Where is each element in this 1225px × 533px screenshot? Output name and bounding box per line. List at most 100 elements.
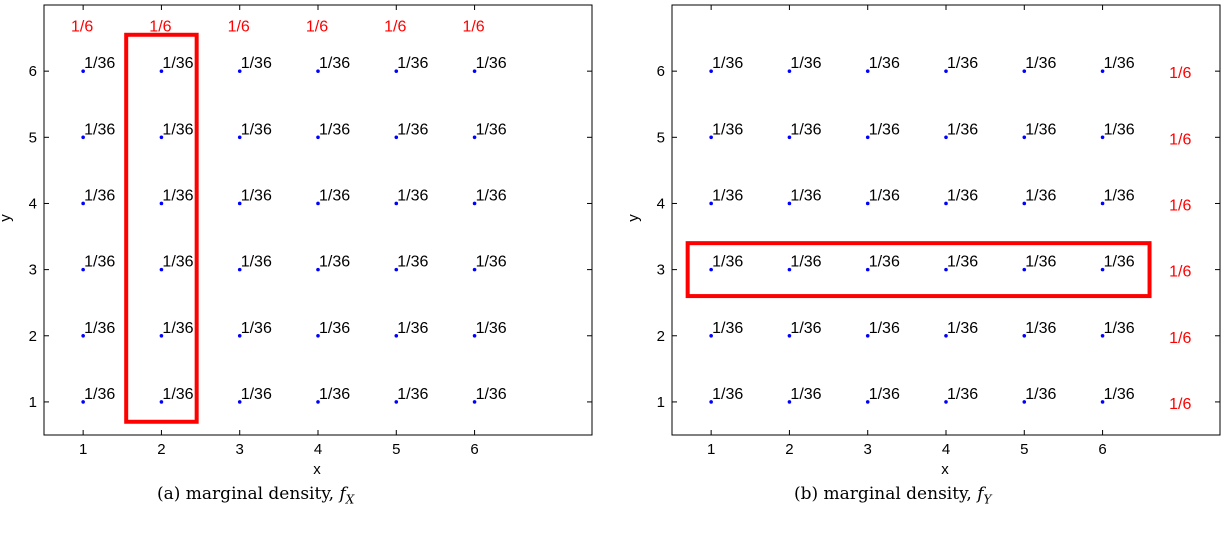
data-point (81, 201, 85, 206)
data-point (237, 135, 242, 140)
x-tick-label: 6 (1098, 441, 1106, 458)
data-point (394, 400, 399, 404)
marginal-label: 1/6 (1169, 197, 1191, 214)
point-probability-label: 1/36 (790, 320, 821, 337)
data-point (394, 201, 399, 206)
y-tick-label: 2 (29, 328, 37, 345)
point-probability-label: 1/36 (947, 320, 978, 337)
point-probability-label: 1/36 (790, 386, 821, 403)
x-tick-label: 1 (707, 441, 715, 458)
point-probability-label: 1/36 (241, 187, 272, 204)
y-tick-label: 6 (29, 63, 37, 80)
point-probability-label: 1/36 (790, 121, 821, 138)
marginal-label: 1/6 (462, 18, 484, 35)
point-probability-label: 1/36 (712, 121, 743, 138)
point-probability-label: 1/36 (947, 254, 978, 271)
point-probability-label: 1/36 (319, 121, 350, 138)
data-point (787, 400, 792, 404)
point-probability-label: 1/36 (84, 254, 115, 271)
point-probability-label: 1/36 (1025, 55, 1056, 72)
data-point (787, 333, 792, 338)
data-point (1022, 201, 1027, 206)
data-point (709, 267, 713, 272)
point-probability-label: 1/36 (947, 121, 978, 138)
data-point (944, 135, 948, 140)
y-tick-label: 4 (29, 195, 37, 212)
data-point (237, 69, 242, 73)
y-tick-label: 6 (657, 63, 665, 80)
y-tick-label: 1 (657, 394, 665, 411)
marginal-label: 1/6 (1169, 264, 1191, 281)
point-probability-label: 1/36 (319, 55, 350, 72)
point-probability-label: 1/36 (241, 55, 272, 72)
point-probability-label: 1/36 (947, 55, 978, 72)
point-probability-label: 1/36 (397, 55, 428, 72)
data-point (1100, 400, 1105, 404)
data-point (472, 333, 477, 338)
data-point (1100, 267, 1105, 272)
point-probability-label: 1/36 (712, 386, 743, 403)
data-point (394, 333, 399, 338)
caption-a-math: f (339, 484, 346, 504)
point-probability-label: 1/36 (1025, 320, 1056, 337)
marginal-label: 1/6 (1169, 330, 1191, 347)
data-point (316, 400, 320, 404)
x-tick-label: 3 (864, 441, 872, 458)
data-point (81, 267, 85, 272)
caption-a: (a) marginal density, fX (157, 484, 354, 506)
point-probability-label: 1/36 (397, 254, 428, 271)
data-point (237, 267, 242, 272)
point-probability-label: 1/36 (790, 254, 821, 271)
data-point (159, 400, 164, 404)
point-probability-label: 1/36 (712, 55, 743, 72)
x-axis-label: x (313, 461, 321, 478)
x-tick-label: 4 (314, 441, 322, 458)
y-tick-label: 4 (657, 195, 665, 212)
data-point (472, 135, 477, 140)
point-probability-label: 1/36 (947, 187, 978, 204)
caption-b-prefix: (b) marginal density, (794, 484, 978, 504)
data-point (944, 333, 948, 338)
point-probability-label: 1/36 (1025, 254, 1056, 271)
point-probability-label: 1/36 (947, 386, 978, 403)
point-probability-label: 1/36 (1104, 386, 1135, 403)
data-point (316, 69, 320, 73)
caption-b-sub: Y (983, 492, 992, 507)
point-probability-label: 1/36 (84, 386, 115, 403)
point-probability-label: 1/36 (84, 187, 115, 204)
point-probability-label: 1/36 (476, 55, 507, 72)
data-point (81, 135, 85, 140)
point-probability-label: 1/36 (162, 254, 193, 271)
data-point (237, 400, 242, 404)
data-point (394, 267, 399, 272)
panel-a: 1 2 3 4 5 6 1 2 3 4 5 6 x y 1/36 1/36 1/36 1/36 1/36 1/36 1/… (0, 4, 593, 478)
point-probability-label: 1/36 (397, 320, 428, 337)
data-point (81, 400, 85, 404)
data-point (944, 201, 948, 206)
data-point (944, 69, 948, 73)
data-point (472, 69, 477, 73)
x-axis-label: x (941, 461, 949, 478)
point-probability-label: 1/36 (162, 386, 193, 403)
data-point (237, 201, 242, 206)
x-tick-label: 5 (392, 441, 400, 458)
data-point (1100, 135, 1105, 140)
data-point (865, 400, 870, 404)
data-point (316, 201, 320, 206)
point-probability-label: 1/36 (869, 386, 900, 403)
point-probability-label: 1/36 (319, 187, 350, 204)
marginal-label: 1/6 (1169, 396, 1191, 413)
figure: 1 2 3 4 5 6 1 2 3 4 5 6 x y 1/36 1/36 1/36 1/36 1/36 1/36 1/… (0, 4, 1221, 478)
data-point (159, 267, 164, 272)
data-point (81, 333, 85, 338)
data-point (787, 135, 792, 140)
point-probability-label: 1/36 (869, 320, 900, 337)
y-tick-label: 3 (657, 262, 665, 279)
data-point (709, 135, 713, 140)
point-probability-label: 1/36 (162, 320, 193, 337)
marginal-label: 1/6 (228, 18, 250, 35)
data-point (316, 333, 320, 338)
point-probability-label: 1/36 (1025, 386, 1056, 403)
x-tick-label: 3 (236, 441, 244, 458)
point-probability-label: 1/36 (869, 121, 900, 138)
